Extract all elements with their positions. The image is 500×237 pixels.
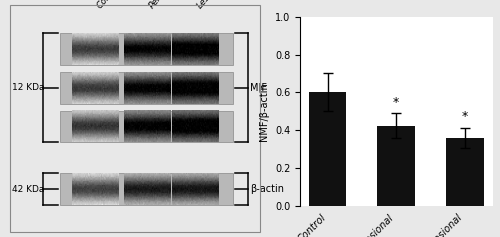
Text: 42 KDa: 42 KDa <box>12 185 45 194</box>
Text: Control: Control <box>95 0 123 10</box>
Bar <box>60 33 233 65</box>
Text: β-actin: β-actin <box>250 184 284 194</box>
Bar <box>309 92 346 206</box>
Text: 12 KDa: 12 KDa <box>12 83 45 92</box>
Text: MIF: MIF <box>250 83 267 93</box>
Bar <box>378 126 415 206</box>
Bar <box>60 173 233 205</box>
Text: *: * <box>462 110 468 123</box>
Bar <box>60 72 233 104</box>
Bar <box>446 138 484 206</box>
Text: *: * <box>393 96 400 109</box>
Y-axis label: NMF/β-actin: NMF/β-actin <box>260 82 270 141</box>
Text: Perilesional: Perilesional <box>148 0 188 10</box>
Text: Lesional: Lesional <box>195 0 226 10</box>
Bar <box>60 110 233 142</box>
